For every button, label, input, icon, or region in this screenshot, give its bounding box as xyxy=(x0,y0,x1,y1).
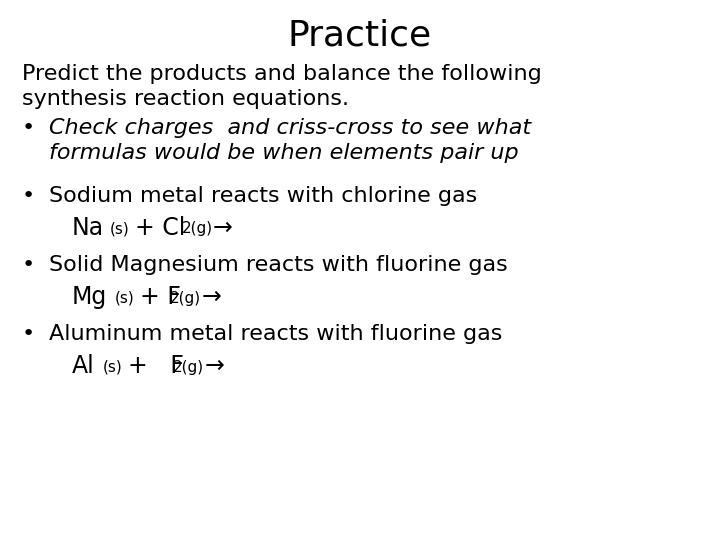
Text: Al: Al xyxy=(72,354,95,378)
Text: +   F: + F xyxy=(128,354,184,378)
Text: Predict the products and balance the following: Predict the products and balance the fol… xyxy=(22,64,541,84)
Text: →: → xyxy=(204,354,224,378)
Text: 2(g): 2(g) xyxy=(170,291,201,306)
Text: Na: Na xyxy=(72,216,104,240)
Text: •: • xyxy=(22,324,35,344)
Text: Aluminum metal reacts with fluorine gas: Aluminum metal reacts with fluorine gas xyxy=(49,324,503,344)
Text: (s): (s) xyxy=(109,221,129,237)
Text: (s): (s) xyxy=(103,360,122,375)
Text: •: • xyxy=(22,255,35,275)
Text: + Cl: + Cl xyxy=(135,216,185,240)
Text: 2(g): 2(g) xyxy=(181,221,212,237)
Text: formulas would be when elements pair up: formulas would be when elements pair up xyxy=(49,143,518,163)
Text: →: → xyxy=(202,285,221,309)
Text: + F: + F xyxy=(140,285,181,309)
Text: Practice: Practice xyxy=(288,19,432,53)
Text: 2(g): 2(g) xyxy=(173,360,204,375)
Text: →: → xyxy=(213,216,233,240)
Text: synthesis reaction equations.: synthesis reaction equations. xyxy=(22,89,348,109)
Text: (s): (s) xyxy=(115,291,135,306)
Text: Sodium metal reacts with chlorine gas: Sodium metal reacts with chlorine gas xyxy=(49,186,477,206)
Text: Solid Magnesium reacts with fluorine gas: Solid Magnesium reacts with fluorine gas xyxy=(49,255,508,275)
Text: Mg: Mg xyxy=(72,285,107,309)
Text: Check charges  and criss-cross to see what: Check charges and criss-cross to see wha… xyxy=(49,118,531,138)
Text: •: • xyxy=(22,186,35,206)
Text: •: • xyxy=(22,118,35,138)
